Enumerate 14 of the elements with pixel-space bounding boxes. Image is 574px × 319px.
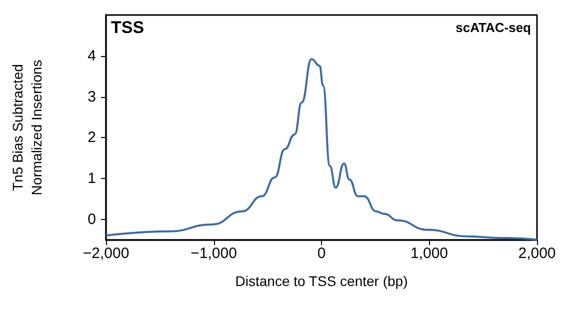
x-tick-label: 2,000 [518, 245, 556, 262]
annotation: scATAC-seq [456, 20, 532, 35]
y-tick-label: 1 [88, 170, 96, 188]
y-tick-label: 4 [88, 47, 96, 64]
y-axis-title: Tn5 Bias Subtracted Normalized Insertions [10, 60, 44, 196]
y-tick-label: 3 [88, 88, 96, 106]
x-tick-label: 1,000 [410, 245, 448, 262]
x-axis-title: Distance to TSS center (bp) [235, 273, 408, 289]
x-tick-label: −2,000 [82, 245, 130, 262]
annotation: TSS [111, 18, 144, 37]
x-tick-label: −1,000 [190, 245, 237, 262]
x-tick-label: 0 [317, 245, 326, 262]
y-tick-label: 2 [88, 129, 96, 146]
y-tick-label: 0 [88, 211, 96, 228]
